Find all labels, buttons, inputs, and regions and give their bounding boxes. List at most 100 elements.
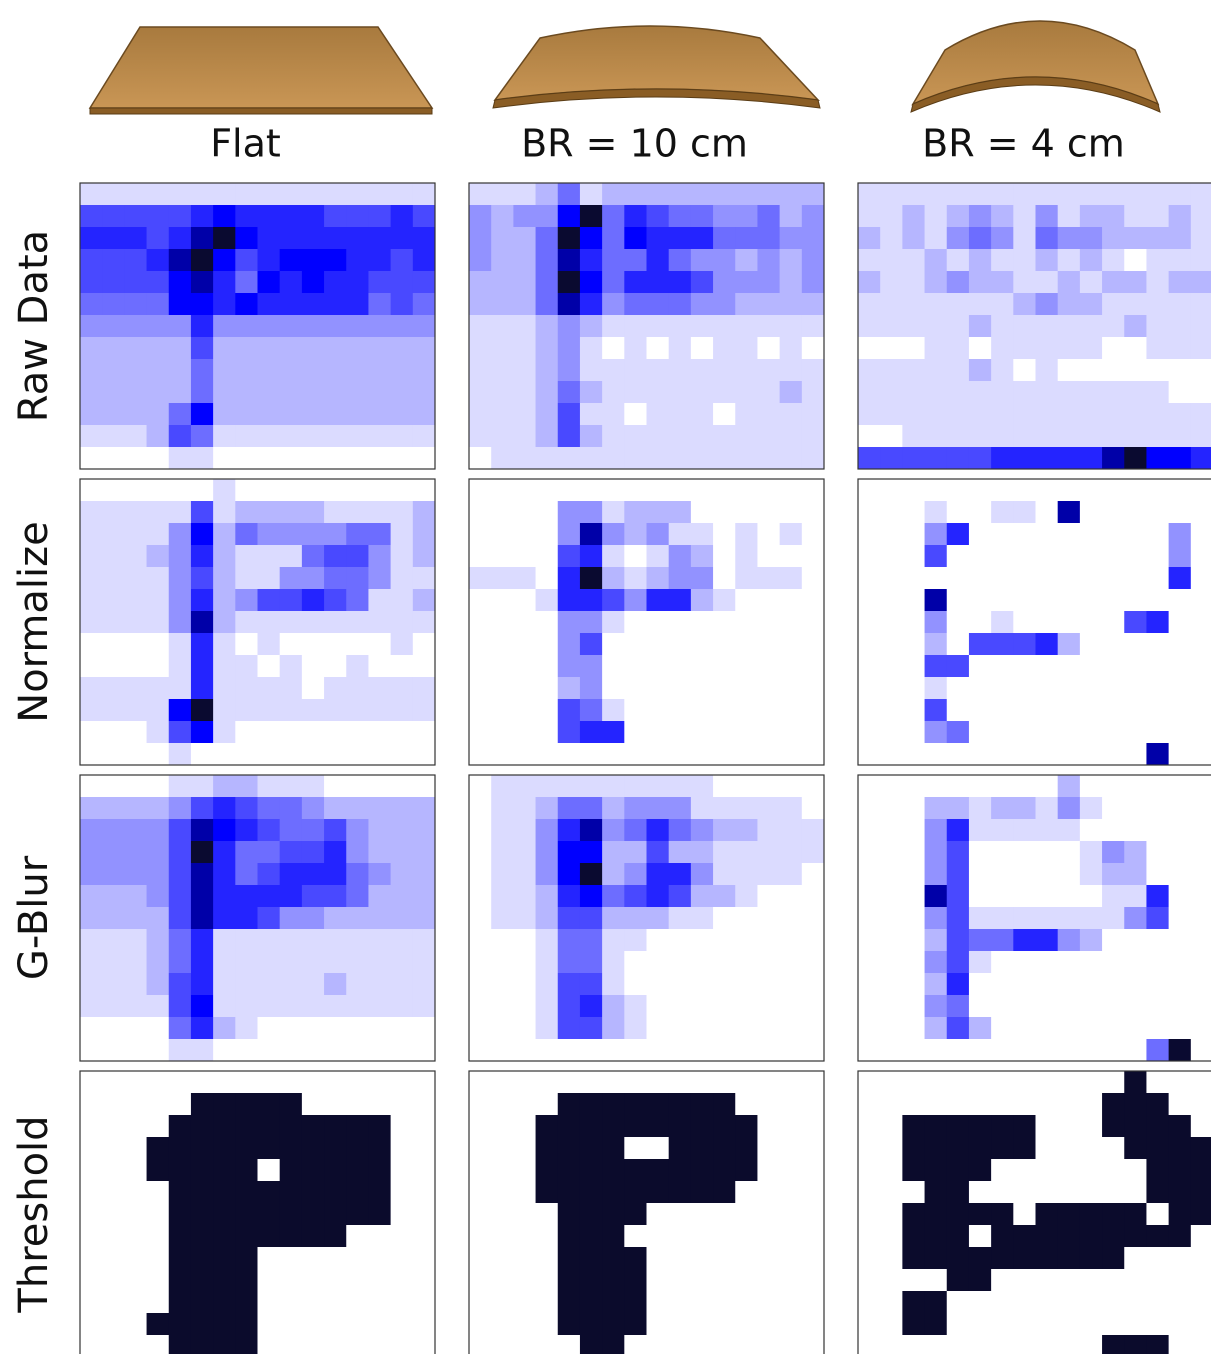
heatmap-cell — [1146, 655, 1170, 678]
heatmap-cell — [1057, 1335, 1081, 1354]
heatmap-cell — [557, 249, 581, 272]
heatmap-cell — [513, 337, 537, 360]
heatmap-cell — [346, 315, 369, 338]
heatmap-cell — [390, 797, 414, 820]
heatmap-cell — [301, 699, 325, 722]
heatmap-cell — [1124, 863, 1147, 886]
heatmap-cell — [146, 545, 170, 568]
heatmap-cell — [801, 227, 825, 250]
heatmap-cell — [991, 1071, 1014, 1094]
heatmap-cell — [880, 797, 903, 820]
heatmap-cell — [668, 1225, 692, 1248]
heatmap-cell — [257, 929, 281, 952]
heatmap-cell — [991, 337, 1014, 360]
heatmap-cell — [1190, 797, 1211, 820]
heatmap-cell — [924, 479, 948, 502]
heatmap-cell — [902, 929, 926, 952]
heatmap-cell — [946, 655, 970, 678]
heatmap-cell — [1057, 699, 1081, 722]
heatmap-cell — [757, 841, 781, 864]
heatmap-cell — [324, 1115, 347, 1138]
heatmap-cell — [902, 1071, 926, 1094]
heatmap-cell — [1057, 589, 1081, 612]
heatmap-cell — [1146, 775, 1170, 798]
heatmap-cell — [146, 797, 170, 820]
heatmap-cell — [124, 271, 148, 294]
heatmap-cell — [880, 501, 903, 524]
heatmap-cell — [1168, 1291, 1192, 1314]
heatmap-cell — [368, 1269, 392, 1292]
heatmap-cell — [102, 359, 125, 382]
heatmap-cell — [213, 1017, 236, 1040]
heatmap-cell — [968, 479, 992, 502]
heatmap-cell — [801, 293, 825, 316]
heatmap-cell — [1124, 1335, 1147, 1354]
heatmap-cell — [1190, 1313, 1211, 1336]
heatmap-cell — [1190, 293, 1211, 316]
heatmap-cell — [301, 1115, 325, 1138]
heatmap-cell — [491, 425, 514, 448]
heatmap-cell — [324, 863, 347, 886]
heatmap-cell — [324, 1093, 347, 1116]
heatmap-cell — [924, 633, 948, 656]
heatmap-cell — [902, 1159, 926, 1182]
heatmap-cell — [1146, 337, 1170, 360]
heatmap-cell — [324, 677, 347, 700]
heatmap-cell — [668, 1335, 692, 1354]
heatmap-cell — [279, 1335, 303, 1354]
heatmap-cell — [646, 359, 670, 382]
heatmap-cell — [624, 1225, 647, 1248]
heatmap-cell — [1102, 523, 1125, 546]
heatmap-cell — [646, 819, 670, 842]
column-label: Flat — [210, 122, 281, 166]
heatmap-cell — [757, 183, 781, 206]
heatmap-cell — [1146, 1159, 1170, 1182]
heatmap-cell — [1124, 545, 1147, 568]
heatmap-cell — [1168, 721, 1192, 744]
heatmap-cell — [602, 589, 625, 612]
heatmap-cell — [1057, 1137, 1081, 1160]
heatmap-cell — [991, 907, 1014, 930]
heatmap-cell — [213, 523, 236, 546]
heatmap-cell — [1079, 447, 1103, 470]
heatmap-cell — [579, 1335, 603, 1354]
heatmap-cell — [213, 567, 236, 590]
heatmap-cell — [968, 677, 992, 700]
heatmap-cell — [513, 403, 537, 426]
heatmap-cell — [991, 1335, 1014, 1354]
heatmap-cell — [190, 403, 214, 426]
heatmap-cell — [924, 973, 948, 996]
heatmap-cell — [713, 271, 736, 294]
heatmap-cell — [1057, 205, 1081, 228]
heatmap-cell — [646, 447, 670, 470]
heatmap-cell — [801, 545, 825, 568]
heatmap-cell — [668, 907, 692, 930]
heatmap-cell — [579, 315, 603, 338]
heatmap-cell — [1079, 699, 1103, 722]
heatmap-cell — [469, 863, 492, 886]
heatmap-cell — [902, 589, 926, 612]
heatmap-cell — [690, 1137, 714, 1160]
heatmap-cell — [124, 479, 148, 502]
heatmap-cell — [1146, 501, 1170, 524]
heatmap-cell — [1190, 819, 1211, 842]
heatmap-cell — [924, 1313, 948, 1336]
heatmap-cell — [902, 447, 926, 470]
heatmap-cell — [1124, 699, 1147, 722]
heatmap-cell — [146, 1335, 170, 1354]
heatmap-cell — [124, 863, 148, 886]
heatmap-cell — [646, 183, 670, 206]
heatmap-cell — [324, 633, 347, 656]
heatmap-cell — [779, 1181, 803, 1204]
heatmap-cell — [968, 567, 992, 590]
heatmap-cell — [579, 1203, 603, 1226]
heatmap-cell — [801, 995, 825, 1018]
heatmap-cell — [390, 447, 414, 470]
heatmap-cell — [146, 589, 170, 612]
heatmap-cell — [168, 1225, 192, 1248]
heatmap-cell — [757, 425, 781, 448]
heatmap-cell — [858, 183, 881, 206]
heatmap-cell — [1102, 1225, 1125, 1248]
heatmap-cell — [880, 315, 903, 338]
heatmap-cell — [301, 403, 325, 426]
